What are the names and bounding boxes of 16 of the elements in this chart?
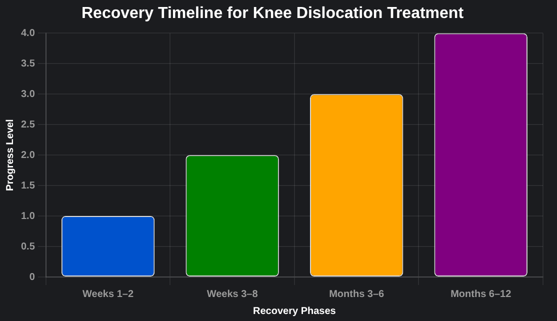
y-tick-label: 1.5 bbox=[20, 180, 36, 192]
x-tick-label: Months 3–6 bbox=[329, 288, 385, 300]
x-tick-label: Months 6–12 bbox=[450, 288, 512, 300]
y-tick-label: 1.0 bbox=[20, 210, 36, 222]
x-axis-title: Recovery Phases bbox=[253, 306, 336, 317]
y-axis-title: Progress Level bbox=[4, 119, 16, 191]
y-tick-label: 2.0 bbox=[20, 150, 36, 161]
y-tick-label: 3.5 bbox=[20, 58, 36, 70]
y-tick-label: 3.0 bbox=[20, 88, 36, 100]
y-tick-label: 4.0 bbox=[20, 28, 36, 39]
chart-title: Recovery Timeline for Knee Dislocation Treatment bbox=[81, 5, 464, 22]
x-tick-label: Weeks 3–8 bbox=[206, 288, 258, 300]
y-tick-label: 0 bbox=[29, 272, 36, 283]
y-tick-label: 0.5 bbox=[20, 241, 36, 252]
y-tick-label: 2.5 bbox=[20, 119, 36, 130]
x-tick-label: Weeks 1–2 bbox=[82, 288, 134, 300]
